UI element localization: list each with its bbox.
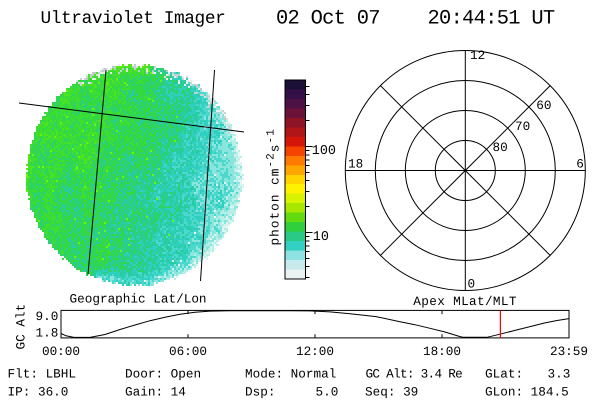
svg-text:Ultraviolet Imager: Ultraviolet Imager — [41, 9, 226, 29]
svg-text:Mode: Normal: Mode: Normal — [245, 366, 336, 381]
svg-text:70: 70 — [515, 119, 530, 134]
svg-text:10: 10 — [313, 230, 329, 245]
svg-text:6: 6 — [576, 157, 584, 172]
svg-text:Flt: LBHL: Flt: LBHL — [8, 366, 77, 381]
svg-text:GLon: 184.5: GLon: 184.5 — [485, 384, 569, 399]
svg-text:02 Oct 07: 02 Oct 07 — [276, 8, 380, 31]
svg-text:photon cm-2s-1: photon cm-2s-1 — [266, 128, 283, 245]
svg-text:0: 0 — [468, 277, 476, 292]
svg-text:00:00: 00:00 — [42, 344, 80, 359]
svg-text:GC Alt: GC Alt — [14, 304, 29, 350]
svg-text:GLat:: GLat: — [485, 366, 523, 381]
svg-text:60: 60 — [536, 98, 551, 113]
svg-text:Dsp:: Dsp: — [245, 384, 275, 399]
svg-text:100: 100 — [312, 144, 336, 159]
svg-text:Seq: 39: Seq: 39 — [365, 384, 418, 399]
svg-text:20:44:51 UT: 20:44:51 UT — [428, 8, 555, 31]
svg-text:IP: 36.0: IP: 36.0 — [8, 384, 69, 399]
svg-text:12:00: 12:00 — [296, 344, 334, 359]
svg-text:23:59: 23:59 — [550, 344, 588, 359]
svg-text:9.0: 9.0 — [36, 309, 59, 324]
svg-text:18:00: 18:00 — [423, 344, 461, 359]
svg-text:Geographic Lat/Lon: Geographic Lat/Lon — [70, 291, 207, 306]
svg-text:Apex MLat/MLT: Apex MLat/MLT — [413, 294, 517, 309]
svg-text:06:00: 06:00 — [169, 344, 207, 359]
svg-text:5.0: 5.0 — [316, 384, 339, 399]
svg-text:Door: Open: Door: Open — [125, 366, 201, 381]
svg-text:Gain: 14: Gain: 14 — [125, 384, 186, 399]
svg-text:GC Alt: 3.4 Re: GC Alt: 3.4 Re — [366, 366, 463, 381]
svg-text:3.3: 3.3 — [548, 366, 571, 381]
svg-text:12: 12 — [470, 48, 485, 63]
svg-text:1.8: 1.8 — [36, 326, 59, 341]
svg-text:18: 18 — [348, 157, 363, 172]
svg-text:80: 80 — [493, 140, 508, 155]
